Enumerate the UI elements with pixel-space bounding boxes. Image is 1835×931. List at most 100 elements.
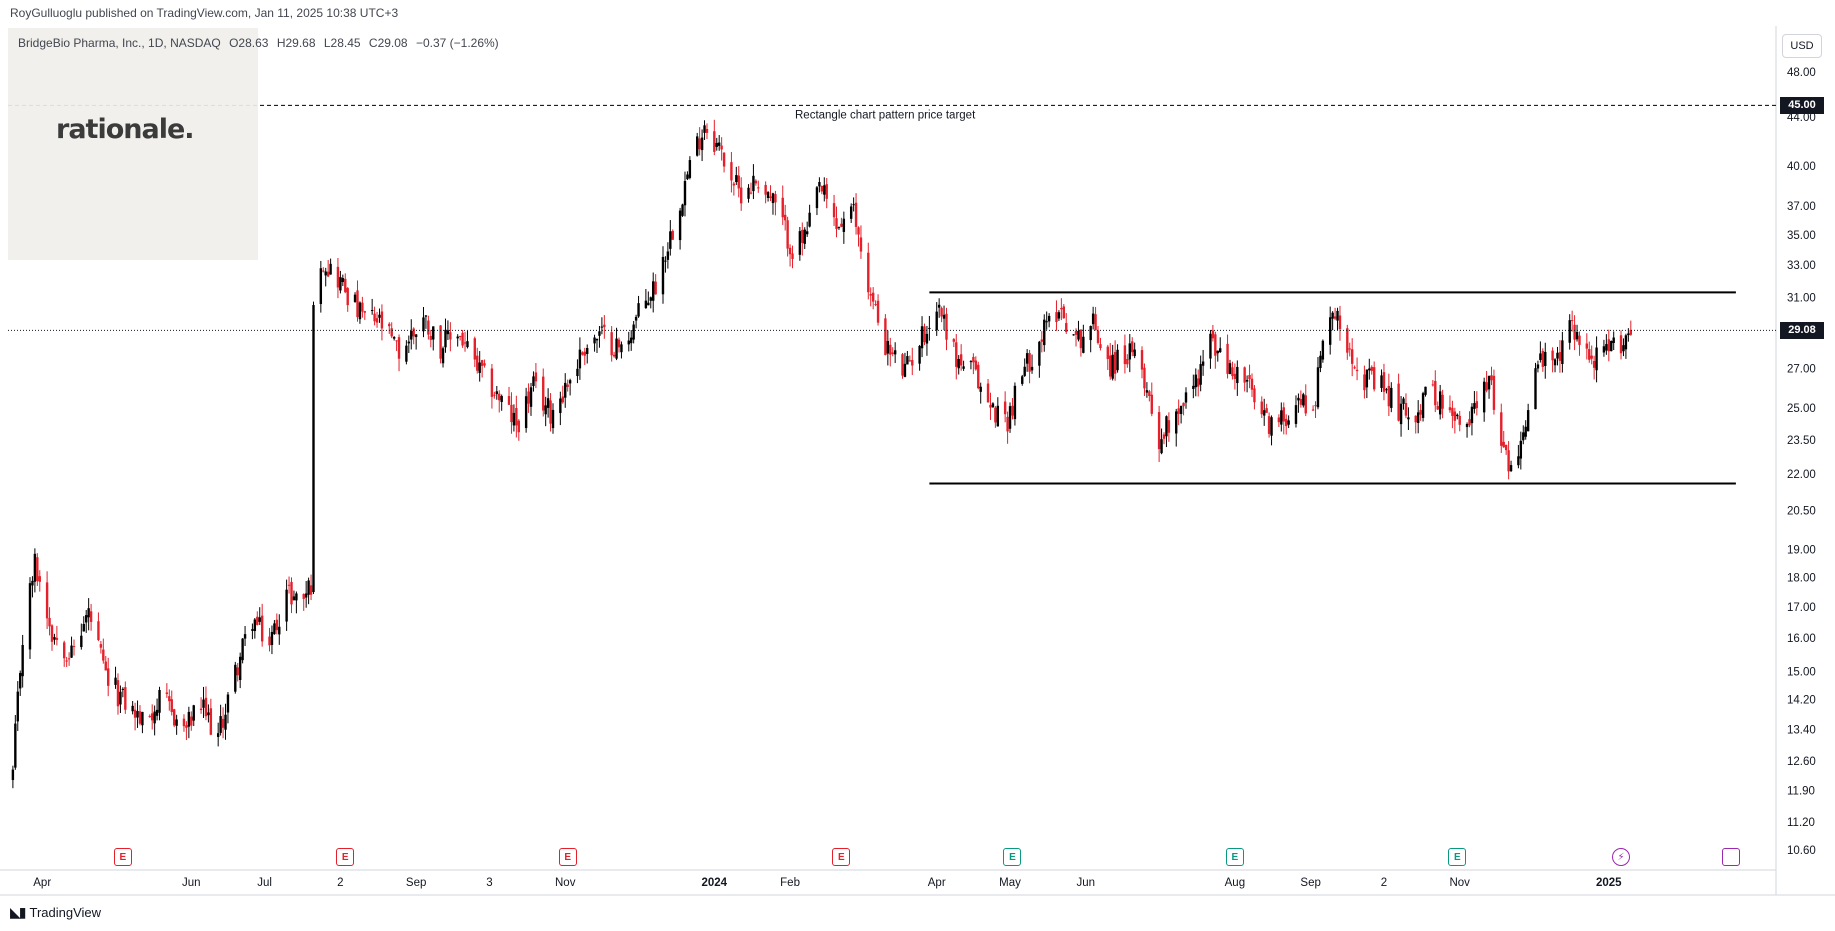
candle-body xyxy=(688,160,692,178)
candle-body xyxy=(1211,330,1215,339)
candle-body xyxy=(661,256,665,295)
candle-body xyxy=(1160,439,1163,454)
price-tick-label: 20.50 xyxy=(1787,505,1816,517)
earnings-past-event-marker[interactable]: E xyxy=(832,848,851,866)
candle-body xyxy=(304,593,308,598)
candle-body xyxy=(630,337,633,344)
price-tick-label: 23.50 xyxy=(1787,435,1816,447)
earnings-past-event-marker[interactable]: E xyxy=(558,848,577,866)
candle-body xyxy=(1128,343,1131,360)
candle-body xyxy=(1453,411,1457,421)
candle-body xyxy=(652,281,655,301)
candle-body xyxy=(1126,358,1129,365)
candle-body xyxy=(791,253,794,259)
candle-body xyxy=(1382,372,1386,392)
earnings-past-event-marker[interactable]: E xyxy=(336,848,355,866)
candle-body xyxy=(1060,308,1063,310)
candle-body xyxy=(1030,366,1034,371)
tradingview-footer[interactable]: ◣▮ TradingView xyxy=(10,904,101,921)
candle-body xyxy=(666,251,670,260)
candle-body xyxy=(336,266,340,288)
candle-body xyxy=(1145,390,1149,393)
candle-body xyxy=(1182,402,1185,407)
candle-body xyxy=(681,204,684,216)
candle-body xyxy=(1456,414,1459,417)
candle-body xyxy=(1402,398,1405,404)
candle-body xyxy=(1260,401,1263,415)
candle-body xyxy=(238,656,242,681)
candle-body xyxy=(832,203,836,218)
candle-body xyxy=(698,138,701,150)
candle-body xyxy=(962,366,965,369)
candle-body xyxy=(1089,325,1092,341)
earnings-past-event-marker[interactable]: E xyxy=(1448,848,1467,866)
candle-body xyxy=(612,354,616,357)
candle-body xyxy=(1431,384,1435,386)
candle-body xyxy=(1025,353,1029,364)
candle-body xyxy=(1040,339,1044,342)
candle-body xyxy=(512,412,516,426)
candle-body xyxy=(732,183,736,186)
candle-body xyxy=(390,328,393,337)
currency-badge[interactable]: USD xyxy=(1782,34,1822,58)
candle-body xyxy=(1023,366,1026,376)
candle-body xyxy=(236,667,239,676)
ohlc-close: C29.08 xyxy=(368,36,408,50)
time-tick-label: May xyxy=(999,877,1021,889)
time-tick-label: 2 xyxy=(1381,877,1387,889)
candle-body xyxy=(884,318,887,355)
candle-body xyxy=(241,638,244,661)
candle-body xyxy=(85,615,88,623)
candle-body xyxy=(610,332,613,356)
time-tick-label: Nov xyxy=(555,877,576,889)
candle-body xyxy=(564,382,567,398)
candle-body xyxy=(50,625,54,642)
candle-body xyxy=(133,709,137,718)
candle-body xyxy=(1350,349,1354,364)
candle-body xyxy=(165,692,169,694)
candle-body xyxy=(578,349,582,369)
candle-body xyxy=(1133,349,1136,357)
candle-body xyxy=(395,340,398,342)
candle-body xyxy=(1304,395,1307,414)
candle-body xyxy=(1302,394,1305,406)
candle-body xyxy=(70,645,73,658)
candle-body xyxy=(683,181,687,206)
dividend-event-marker[interactable]: ⚡ xyxy=(1612,848,1631,866)
candle-body xyxy=(1167,420,1171,433)
candle-body xyxy=(251,629,254,631)
candle-body xyxy=(346,288,349,306)
upcoming-event-marker[interactable] xyxy=(1722,848,1740,866)
candle-body xyxy=(28,583,32,650)
candle-body xyxy=(1319,355,1322,369)
earnings-past-event-marker[interactable]: E xyxy=(1003,848,1022,866)
time-tick-label: Nov xyxy=(1449,877,1470,889)
candle-body xyxy=(654,281,657,295)
candle-body xyxy=(1487,375,1491,390)
earnings-past-event-marker[interactable]: E xyxy=(113,848,132,866)
candle-body xyxy=(1265,408,1268,413)
candle-body xyxy=(644,300,648,308)
candle-body xyxy=(410,331,413,340)
candle-body xyxy=(204,697,208,717)
earnings-past-event-marker[interactable]: E xyxy=(1225,848,1244,866)
candle-body xyxy=(1157,412,1161,450)
candle-body xyxy=(155,709,159,716)
candle-body xyxy=(928,327,931,329)
candle-body xyxy=(972,356,975,363)
candle-body xyxy=(270,631,274,645)
candle-body xyxy=(534,372,538,382)
symbol-legend: BridgeBio Pharma, Inc., 1D, NASDAQ O28.6… xyxy=(18,36,504,50)
candle-body xyxy=(678,210,682,241)
candle-body xyxy=(1057,312,1061,319)
candle-body xyxy=(148,716,151,718)
candle-body xyxy=(989,404,992,408)
candle-body xyxy=(1541,350,1545,367)
candle-body xyxy=(1096,330,1100,343)
candle-body xyxy=(955,342,958,367)
candle-body xyxy=(1363,374,1366,391)
candle-body xyxy=(1627,333,1630,336)
price-tick-label: 12.60 xyxy=(1787,756,1816,768)
candle-body xyxy=(869,293,872,296)
